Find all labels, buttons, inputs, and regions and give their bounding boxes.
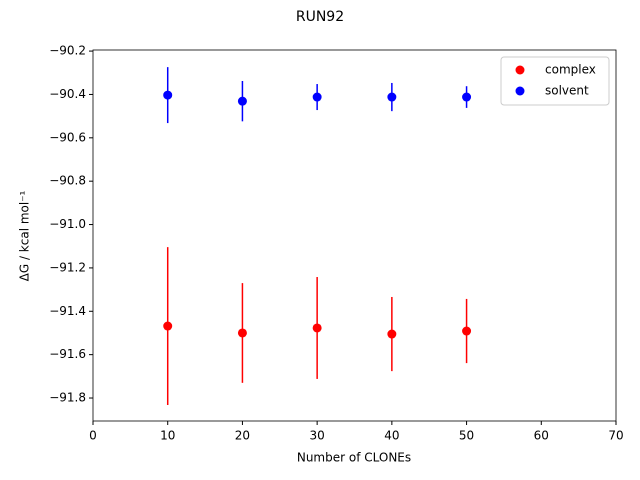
chart-title: RUN92 (296, 9, 344, 25)
data-point (387, 92, 397, 102)
y-tick-label: −91.6 (49, 347, 86, 361)
x-tick-label: 40 (384, 429, 399, 443)
x-tick-label: 30 (310, 429, 325, 443)
legend-marker (515, 65, 525, 75)
plot-frame (92, 49, 617, 422)
x-tick-label: 50 (459, 429, 474, 443)
y-tick-label: −91.4 (49, 304, 86, 318)
x-tick-label: 70 (608, 429, 623, 443)
x-axis-label: Number of CLONEs (297, 451, 411, 465)
y-tick-label: −90.4 (49, 87, 86, 101)
y-tick-label: −90.6 (49, 130, 86, 144)
x-tick-label: 0 (89, 429, 97, 443)
data-point (312, 92, 322, 102)
data-point (163, 90, 173, 100)
x-tick-label: 60 (534, 429, 549, 443)
y-tick-label: −90.2 (49, 44, 86, 58)
data-point (163, 321, 173, 331)
data-point (312, 323, 322, 333)
y-tick-label: −91.8 (49, 391, 86, 405)
data-point (462, 92, 472, 102)
legend-label: complex (545, 63, 596, 77)
data-point (237, 328, 247, 338)
data-point (237, 96, 247, 106)
data-point (387, 329, 397, 339)
y-tick-label: −91.2 (49, 260, 86, 274)
y-tick-label: −90.8 (49, 174, 86, 188)
data-point (462, 326, 472, 336)
legend-label: solvent (545, 84, 589, 98)
legend-marker (515, 86, 525, 96)
x-tick-label: 20 (235, 429, 250, 443)
y-tick-label: −91.0 (49, 217, 86, 231)
y-axis-label: ΔG / kcal mol⁻¹ (18, 190, 32, 281)
x-tick-label: 10 (160, 429, 175, 443)
legend-frame (500, 56, 610, 106)
